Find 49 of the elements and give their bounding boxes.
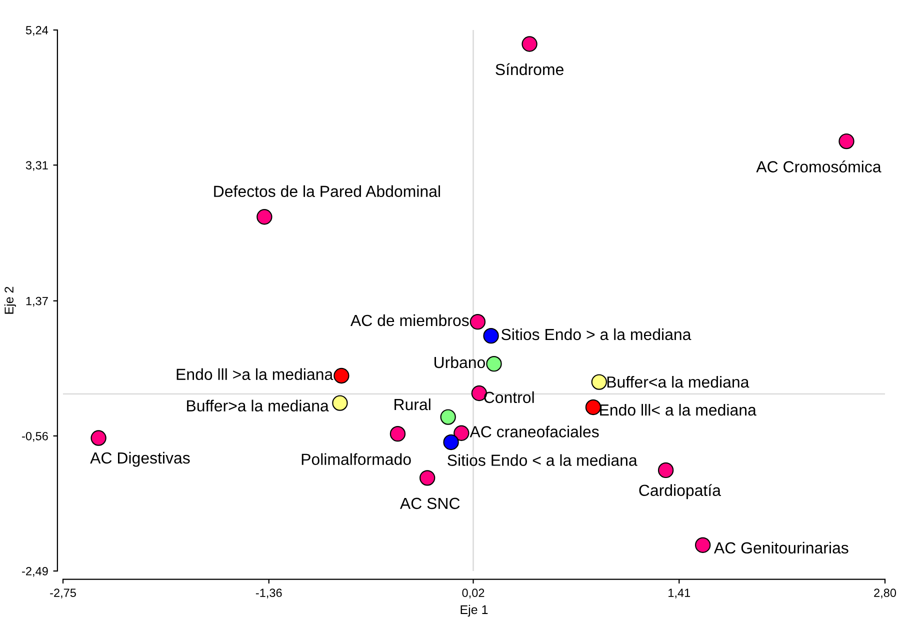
series-label: Rural — [394, 398, 430, 410]
x-tick-label: 1,41 — [668, 588, 690, 598]
point — [90, 430, 106, 446]
series-label: AC Digestivas — [90, 452, 190, 467]
series-label: AC craneofaciales — [470, 426, 599, 438]
series-label: AC Genitourinarias — [714, 542, 848, 554]
x-tick-label: -2,75 — [50, 588, 76, 598]
series-label: Sitios Endo < a la mediana — [448, 454, 638, 466]
x-axis-title: Eje 1 — [460, 604, 488, 617]
text: Defectos de la Pared Abdominal — [214, 185, 440, 198]
series-label: Polimalformado — [302, 453, 411, 465]
point — [522, 36, 538, 52]
series-label: Urbano — [434, 356, 485, 368]
y-tick-label: -2,49 — [22, 567, 48, 577]
y-tick-label: 1,37 — [26, 296, 48, 307]
point — [390, 426, 406, 442]
point — [486, 356, 502, 372]
point — [443, 434, 459, 450]
point — [658, 462, 674, 478]
x-tick-label: -1,36 — [256, 588, 282, 598]
y-tick-label: 5,24 — [26, 26, 48, 36]
point — [591, 374, 607, 390]
point — [694, 537, 711, 553]
y-tick-label: 3,31 — [26, 161, 48, 171]
x-tick-label: 0,02 — [462, 588, 484, 598]
x-tick-label: 2,80 — [874, 588, 896, 598]
series-label: Síndrome — [496, 63, 564, 76]
series-label: AC Cromosómica — [756, 160, 882, 172]
point — [454, 425, 470, 441]
point — [440, 409, 456, 425]
y-tick-label: -0,56 — [22, 432, 48, 442]
series-label: AC de miembros — [350, 314, 469, 326]
point — [483, 328, 499, 344]
y-axis-title: Eje 2 — [4, 286, 16, 314]
series-label: Endo lll >a la mediana — [176, 368, 334, 380]
series-label: Control — [484, 391, 534, 404]
point — [334, 368, 350, 384]
point — [420, 470, 436, 486]
series-label: Sitios Endo > a la mediana — [501, 328, 692, 340]
point — [838, 133, 854, 150]
series-label: Cardiopatía — [639, 484, 721, 500]
point — [470, 314, 486, 330]
point — [332, 395, 348, 411]
series-label: AC SNC — [400, 498, 460, 510]
series-label: Endo lll< a la mediana — [600, 404, 756, 416]
series-label: Buffer<a la mediana — [607, 376, 750, 388]
point — [585, 399, 602, 416]
point — [256, 209, 272, 225]
series-label: Buffer>a la mediana — [187, 400, 329, 412]
